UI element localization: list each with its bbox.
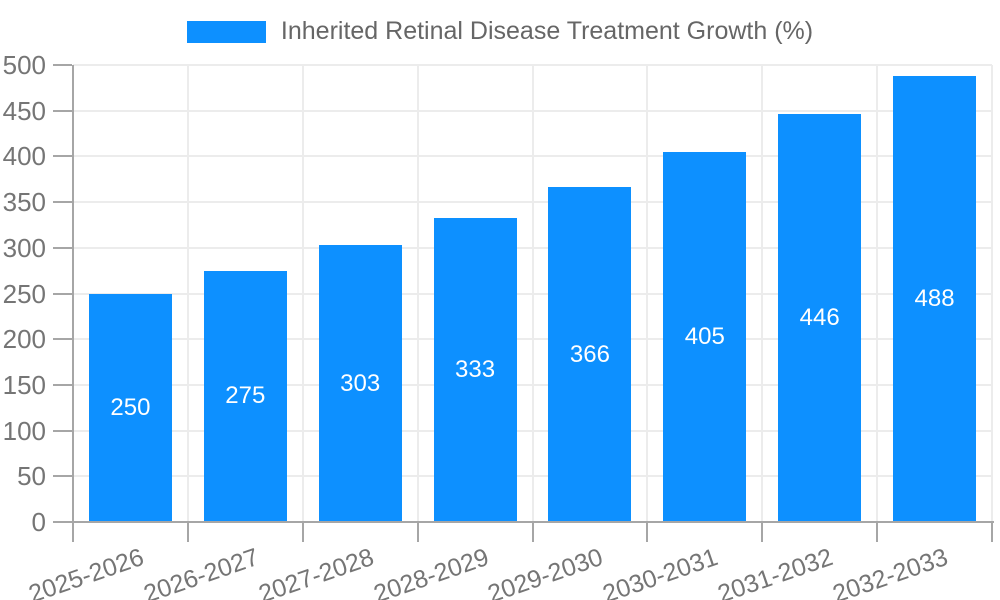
- x-gridline: [761, 65, 764, 522]
- y-tick-label: 50: [17, 461, 46, 492]
- y-tick-label: 450: [2, 95, 46, 126]
- x-tick-label: 2032-2033: [829, 543, 952, 600]
- x-tick: [186, 522, 189, 542]
- bar-value-label: 405: [684, 322, 725, 350]
- y-tick: [53, 475, 72, 478]
- x-gridline: [416, 65, 419, 522]
- x-tick: [72, 522, 74, 542]
- bar[interactable]: 250: [88, 293, 172, 522]
- bar-value-label: 446: [799, 304, 840, 332]
- y-tick-label: 500: [2, 50, 46, 80]
- x-tick-label: 2026-2027: [139, 543, 263, 600]
- x-tick: [646, 522, 649, 542]
- bar-value-label: 250: [110, 393, 151, 421]
- y-tick-label: 350: [2, 187, 46, 218]
- bar-value-label: 303: [340, 369, 381, 397]
- y-tick-label: 100: [2, 415, 46, 446]
- y-tick: [53, 201, 72, 204]
- legend-item[interactable]: Inherited Retinal Disease Treatment Grow…: [186, 17, 814, 46]
- y-tick: [53, 155, 72, 158]
- x-tick: [991, 522, 993, 542]
- x-gridline: [646, 65, 649, 522]
- bar-value-label: 488: [914, 284, 955, 312]
- x-tick: [876, 522, 879, 542]
- bar[interactable]: 333: [433, 217, 517, 522]
- y-axis-line: [72, 65, 74, 522]
- y-tick-label: 250: [2, 278, 46, 309]
- bar[interactable]: 275: [203, 270, 287, 522]
- bar[interactable]: 488: [893, 75, 977, 522]
- y-tick: [53, 292, 72, 295]
- x-gridline: [301, 65, 304, 522]
- bar-value-label: 275: [225, 382, 266, 410]
- legend-swatch: [186, 20, 266, 43]
- x-tick-label: 2027-2028: [254, 543, 377, 600]
- bar[interactable]: 446: [778, 114, 862, 522]
- x-tick-label: 2029-2030: [484, 543, 607, 600]
- y-tick-label: 150: [2, 369, 46, 400]
- legend: Inherited Retinal Disease Treatment Grow…: [0, 17, 1000, 46]
- x-tick-label: 2030-2031: [599, 543, 722, 600]
- x-tick: [416, 522, 419, 542]
- y-tick: [53, 338, 72, 341]
- y-tick: [53, 383, 72, 386]
- x-tick-label: 2025-2026: [25, 543, 148, 600]
- y-tick: [53, 429, 72, 432]
- x-tick-label: 2028-2029: [369, 543, 492, 600]
- x-tick: [531, 522, 534, 542]
- x-gridline: [531, 65, 534, 522]
- bar-value-label: 366: [569, 340, 610, 368]
- y-tick-label: 0: [31, 507, 46, 537]
- x-tick-label: 2031-2032: [714, 543, 837, 600]
- y-tick: [53, 246, 72, 249]
- x-tick: [301, 522, 304, 542]
- bar[interactable]: 303: [318, 245, 402, 522]
- x-tick: [761, 522, 764, 542]
- x-gridline: [876, 65, 879, 522]
- y-tick-label: 200: [2, 324, 46, 355]
- y-tick: [53, 521, 72, 523]
- y-tick-label: 400: [2, 141, 46, 172]
- bar[interactable]: 366: [548, 187, 632, 522]
- x-gridline: [186, 65, 189, 522]
- y-tick: [53, 109, 72, 112]
- x-gridline: [991, 65, 993, 522]
- bar[interactable]: 405: [663, 151, 747, 522]
- bar-value-label: 333: [455, 355, 496, 383]
- legend-label: Inherited Retinal Disease Treatment Grow…: [280, 17, 814, 45]
- plot-area: 0 50 100 150 200 250 300 350 400 450 500 250 275 303 3…: [3, 52, 994, 600]
- y-tick: [53, 64, 72, 66]
- y-tick-label: 300: [2, 232, 46, 263]
